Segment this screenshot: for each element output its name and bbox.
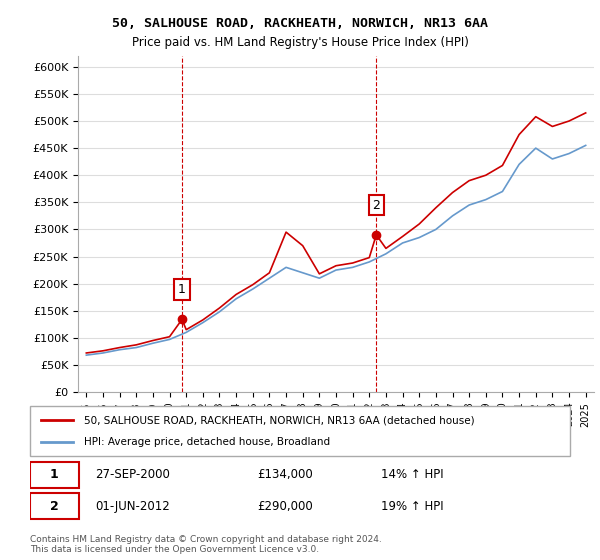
Text: 1: 1	[178, 283, 186, 296]
FancyBboxPatch shape	[30, 406, 570, 456]
Text: 2: 2	[373, 199, 380, 212]
FancyBboxPatch shape	[30, 462, 79, 488]
Text: 19% ↑ HPI: 19% ↑ HPI	[381, 500, 443, 513]
Text: £134,000: £134,000	[257, 468, 313, 481]
Text: Contains HM Land Registry data © Crown copyright and database right 2024.
This d: Contains HM Land Registry data © Crown c…	[30, 535, 382, 554]
Text: 50, SALHOUSE ROAD, RACKHEATH, NORWICH, NR13 6AA: 50, SALHOUSE ROAD, RACKHEATH, NORWICH, N…	[112, 17, 488, 30]
Text: 50, SALHOUSE ROAD, RACKHEATH, NORWICH, NR13 6AA (detached house): 50, SALHOUSE ROAD, RACKHEATH, NORWICH, N…	[84, 415, 475, 425]
Text: 1: 1	[50, 468, 59, 481]
Text: Price paid vs. HM Land Registry's House Price Index (HPI): Price paid vs. HM Land Registry's House …	[131, 36, 469, 49]
Text: 27-SEP-2000: 27-SEP-2000	[95, 468, 170, 481]
FancyBboxPatch shape	[30, 493, 79, 519]
Text: 14% ↑ HPI: 14% ↑ HPI	[381, 468, 443, 481]
Text: HPI: Average price, detached house, Broadland: HPI: Average price, detached house, Broa…	[84, 437, 330, 447]
Text: 2: 2	[50, 500, 59, 513]
Text: £290,000: £290,000	[257, 500, 313, 513]
Text: 01-JUN-2012: 01-JUN-2012	[95, 500, 170, 513]
